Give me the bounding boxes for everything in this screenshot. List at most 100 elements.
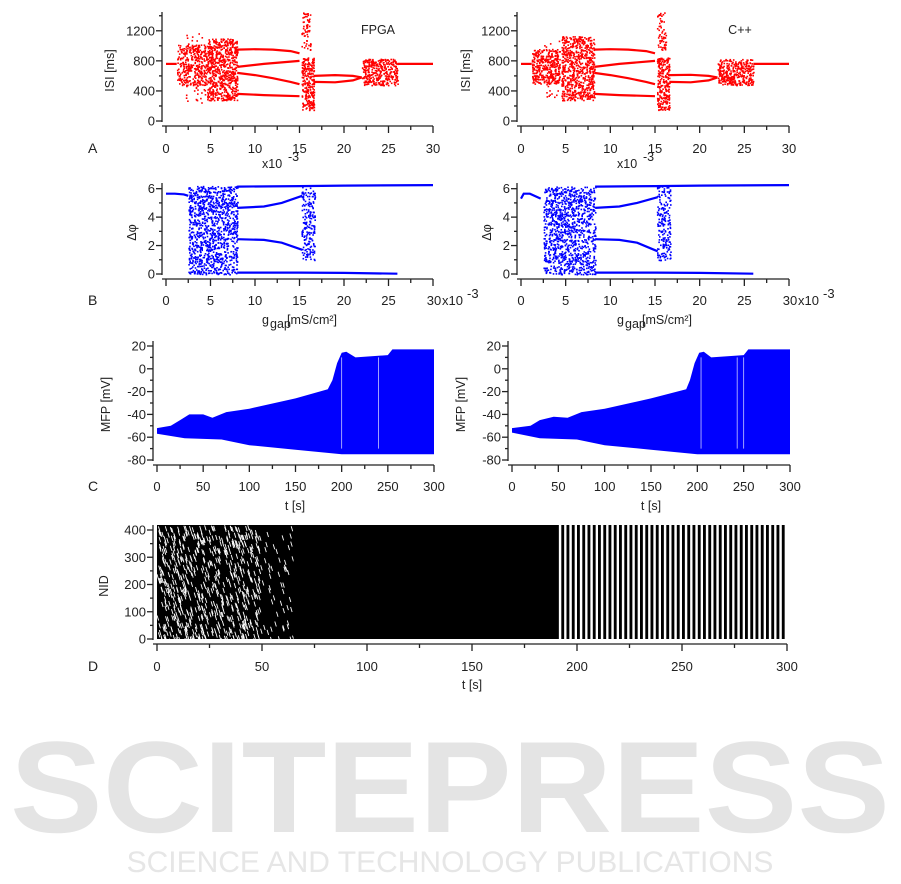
scatter-point xyxy=(229,96,231,98)
scatter-point xyxy=(665,89,668,91)
scatter-point xyxy=(578,39,580,41)
scatter-point xyxy=(221,59,224,61)
scatter-point xyxy=(575,45,578,47)
scatter-point xyxy=(206,195,208,197)
scatter-point xyxy=(369,80,371,82)
scatter-point xyxy=(234,232,237,235)
scatter-point xyxy=(210,63,213,65)
scatter-point xyxy=(728,69,730,72)
scatter-point xyxy=(196,261,199,263)
scatter-point xyxy=(222,222,225,225)
scatter-point xyxy=(578,87,580,89)
scatter-point xyxy=(206,260,209,263)
scatter-point xyxy=(563,99,566,102)
scatter-point xyxy=(233,76,236,79)
scatter-point xyxy=(230,192,232,195)
scatter-point xyxy=(734,81,737,84)
scatter-point xyxy=(365,65,367,67)
scatter-point xyxy=(187,43,190,45)
scatter-point xyxy=(313,225,316,227)
scatter-point xyxy=(573,96,575,99)
scatter-point xyxy=(305,194,308,196)
scatter-point xyxy=(558,70,560,73)
scatter-point xyxy=(216,261,219,263)
scatter-point xyxy=(200,227,202,229)
scatter-point xyxy=(194,83,197,86)
scatter-point xyxy=(229,47,232,49)
scatter-point xyxy=(533,60,535,63)
scatter-point xyxy=(587,57,589,59)
scatter-point xyxy=(232,75,235,77)
scatter-point xyxy=(195,50,198,53)
scatter-point xyxy=(556,57,559,59)
scatter-point xyxy=(216,199,218,201)
scatter-point xyxy=(202,236,204,238)
scatter-point xyxy=(396,80,398,83)
scatter-point xyxy=(552,76,554,78)
scatter-point xyxy=(228,220,230,222)
scatter-point xyxy=(230,203,233,205)
scatter-point xyxy=(554,50,557,52)
scatter-point xyxy=(584,75,587,78)
scatter-point xyxy=(307,89,309,91)
scatter-point xyxy=(235,69,238,72)
scatter-point xyxy=(232,90,234,93)
scatter-point xyxy=(217,236,220,238)
scatter-point xyxy=(589,72,592,75)
scatter-point xyxy=(205,269,207,272)
scatter-point xyxy=(749,70,752,73)
scatter-point xyxy=(568,81,570,83)
chaotic-region-0 xyxy=(531,48,561,85)
scatter-point xyxy=(551,54,553,57)
scatter-point xyxy=(537,50,539,52)
scatter-point xyxy=(208,230,210,232)
scatter-point xyxy=(553,50,556,53)
scatter-point xyxy=(376,78,379,80)
scatter-point xyxy=(569,78,572,80)
scatter-point xyxy=(189,212,192,215)
scatter-point xyxy=(537,77,539,79)
scatter-point xyxy=(192,189,194,192)
scatter-point xyxy=(548,52,550,55)
scatter-point xyxy=(533,81,535,84)
scatter-point xyxy=(728,66,730,69)
scatter-point xyxy=(234,61,236,63)
scatter-point xyxy=(667,77,669,79)
scatter-point xyxy=(658,67,661,69)
scatter-point xyxy=(218,259,220,262)
scatter-point xyxy=(205,242,207,244)
scatter-point xyxy=(215,188,217,191)
scatter-point xyxy=(201,102,203,104)
scatter-point xyxy=(387,75,389,78)
scatter-point xyxy=(229,70,231,73)
scatter-point xyxy=(309,105,312,107)
scatter-point xyxy=(563,52,566,54)
scatter-point xyxy=(215,252,218,254)
scatter-point xyxy=(564,69,566,71)
scatter-point xyxy=(302,32,304,35)
scatter-point xyxy=(312,249,314,251)
scatter-point xyxy=(719,67,722,70)
watermark-subtitle: SCIENCE AND TECHNOLOGY PUBLICATIONS xyxy=(127,846,774,879)
scatter-point xyxy=(396,78,399,80)
scatter-point xyxy=(572,67,574,69)
scatter-point xyxy=(742,72,745,74)
scatter-point xyxy=(302,106,304,108)
scatter-point xyxy=(183,52,186,54)
scatter-point xyxy=(663,21,665,23)
scatter-point xyxy=(564,75,566,77)
scatter-point xyxy=(191,58,193,61)
scatter-point xyxy=(367,83,370,85)
scatter-point xyxy=(565,54,567,57)
scatter-point xyxy=(231,78,234,80)
scatter-point xyxy=(562,62,564,64)
scatter-point xyxy=(720,74,722,76)
scatter-point xyxy=(196,258,199,261)
y-tick-label: 2 xyxy=(148,238,155,253)
scatter-point xyxy=(236,254,238,257)
scatter-point xyxy=(738,75,741,78)
scatter-point xyxy=(569,93,571,96)
scatter-point xyxy=(365,77,368,80)
scatter-point xyxy=(213,72,215,75)
scatter-point xyxy=(210,78,212,81)
